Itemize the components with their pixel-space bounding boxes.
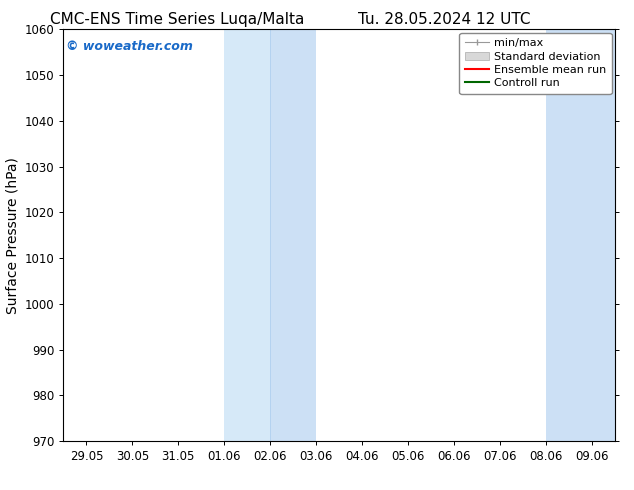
Y-axis label: Surface Pressure (hPa): Surface Pressure (hPa): [5, 157, 19, 314]
Legend: min/max, Standard deviation, Ensemble mean run, Controll run: min/max, Standard deviation, Ensemble me…: [460, 33, 612, 94]
Text: Tu. 28.05.2024 12 UTC: Tu. 28.05.2024 12 UTC: [358, 12, 530, 27]
Bar: [546, 29, 615, 441]
Bar: [270, 29, 316, 441]
Text: CMC-ENS Time Series Luqa/Malta: CMC-ENS Time Series Luqa/Malta: [50, 12, 305, 27]
Text: © woweather.com: © woweather.com: [66, 40, 193, 53]
Bar: [224, 29, 270, 441]
